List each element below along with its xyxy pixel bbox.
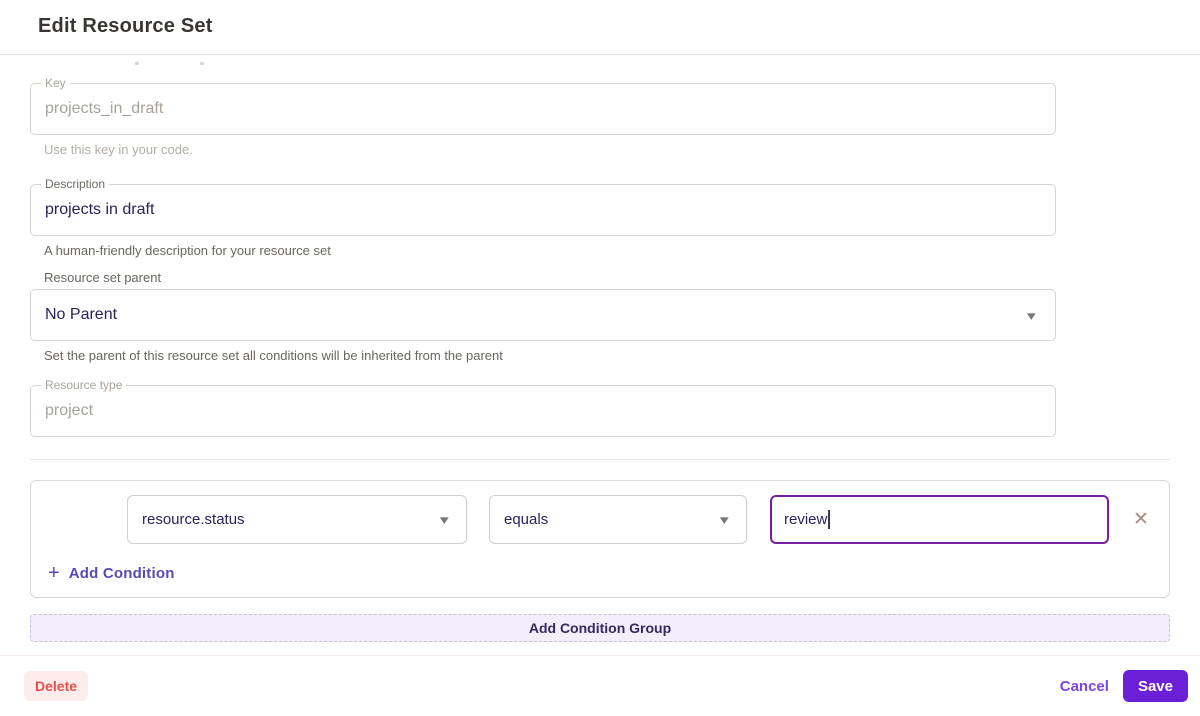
resource-type-input[interactable]: Resource type project — [30, 378, 1056, 437]
delete-button[interactable]: Delete — [24, 671, 89, 701]
description-helper: A human-friendly description for your re… — [44, 243, 331, 258]
condition-field-value: resource.status — [142, 511, 245, 528]
chevron-down-icon: ▾ — [720, 512, 730, 527]
text-cursor — [828, 510, 830, 529]
key-input[interactable]: Key projects_in_draft — [30, 76, 1056, 135]
chevron-down-icon: ▾ — [440, 512, 450, 527]
add-condition-button[interactable]: + Add Condition — [48, 563, 175, 583]
add-condition-group-button[interactable]: Add Condition Group — [30, 614, 1170, 642]
chevron-down-icon: ▾ — [1027, 307, 1037, 323]
key-helper: Use this key in your code. — [44, 142, 193, 157]
parent-value: No Parent — [45, 306, 118, 323]
remove-condition-button[interactable]: ✕ — [1128, 507, 1154, 533]
description-label: Description — [41, 177, 110, 191]
dialog-header: Edit Resource Set — [0, 0, 1200, 55]
condition-operator-value: equals — [504, 511, 549, 528]
condition-field-select[interactable]: resource.status ▾ — [127, 495, 467, 544]
description-value: projects in draft — [45, 201, 155, 218]
description-field: Description projects in draft A human-fr… — [30, 177, 1056, 258]
parent-select[interactable]: No Parent ▾ — [30, 289, 1056, 341]
condition-value-text: review — [784, 511, 828, 528]
parent-helper: Set the parent of this resource set all … — [44, 348, 503, 363]
footer-actions: Cancel Save — [1060, 670, 1188, 702]
cancel-button[interactable]: Cancel — [1059, 677, 1109, 695]
condition-operator-select[interactable]: equals ▾ — [489, 495, 747, 544]
parent-label: Resource set parent — [44, 270, 162, 285]
description-input[interactable]: Description projects in draft — [30, 177, 1056, 236]
section-divider — [30, 459, 1170, 460]
resource-type-label: Resource type — [41, 378, 127, 392]
key-field: Key projects_in_draft Use this key in yo… — [30, 76, 1056, 157]
plus-icon: + — [48, 562, 60, 584]
key-value: projects_in_draft — [45, 100, 164, 117]
dialog-footer: Delete Cancel Save — [0, 655, 1200, 716]
condition-group: resource.status ▾ equals ▾ review ✕ + Ad… — [30, 480, 1170, 598]
clipped-scroll-text — [135, 62, 139, 65]
save-button[interactable]: Save — [1122, 670, 1188, 702]
add-condition-label: Add Condition — [68, 564, 175, 582]
form-body: Key projects_in_draft Use this key in yo… — [0, 76, 1200, 642]
clipped-scroll-text — [200, 62, 204, 65]
close-icon: ✕ — [1133, 509, 1149, 530]
key-label: Key — [41, 76, 70, 90]
page-title: Edit Resource Set — [38, 15, 213, 37]
resource-type-field: Resource type project — [30, 378, 1056, 437]
condition-row: resource.status ▾ equals ▾ review ✕ — [127, 495, 1154, 544]
resource-type-value: project — [45, 402, 94, 419]
parent-field: No Parent ▾ Set the parent of this resou… — [30, 289, 1056, 363]
condition-value-input[interactable]: review — [770, 495, 1109, 544]
